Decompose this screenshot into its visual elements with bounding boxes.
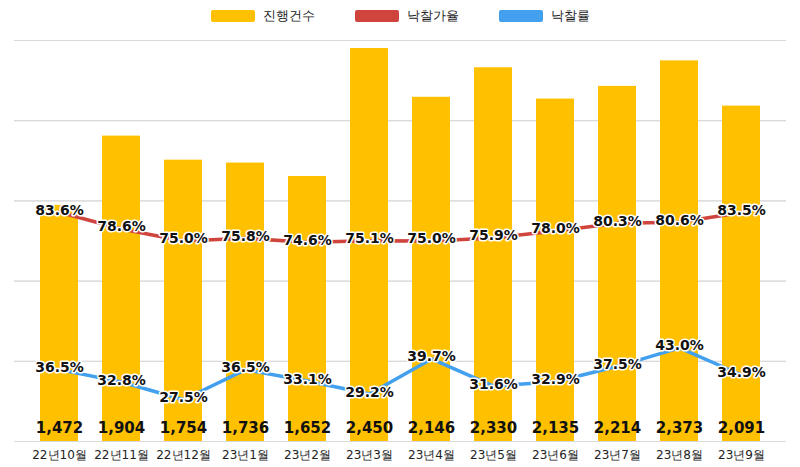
svg-text:75.8%: 75.8% (221, 228, 270, 244)
svg-text:75.0%: 75.0% (159, 230, 208, 246)
html-text:낙찰률: 낙찰률 (550, 8, 590, 23)
svg-text:1,754: 1,754 (160, 419, 207, 437)
svg-text:23년3월: 23년3월 (346, 448, 393, 462)
svg-text:1,472: 1,472 (36, 419, 83, 437)
svg-text:31.6%: 31.6% (469, 376, 518, 392)
html-text:진행건수: 진행건수 (262, 8, 315, 23)
svg-text:23년4월: 23년4월 (408, 448, 455, 462)
svg-text:36.5%: 36.5% (35, 359, 84, 375)
svg-text:36.5%: 36.5% (221, 359, 270, 375)
html-text:낙찰가율: 낙찰가율 (406, 8, 459, 23)
svg-text:83.6%: 83.6% (35, 202, 84, 218)
svg-text:22년11월: 22년11월 (94, 448, 149, 462)
svg-text:23년1월: 23년1월 (222, 448, 269, 462)
svg-text:74.6%: 74.6% (283, 232, 332, 248)
svg-text:2,146: 2,146 (408, 419, 455, 437)
svg-text:22년10월: 22년10월 (32, 448, 87, 462)
svg-text:80.6%: 80.6% (655, 212, 704, 228)
svg-text:27.5%: 27.5% (159, 389, 208, 405)
svg-text:23년6월: 23년6월 (532, 448, 579, 462)
svg-text:78.0%: 78.0% (531, 220, 580, 236)
svg-text:23년5월: 23년5월 (470, 448, 517, 462)
svg-text:23년7월: 23년7월 (594, 448, 641, 462)
svg-text:78.6%: 78.6% (97, 218, 146, 234)
svg-text:75.1%: 75.1% (345, 230, 394, 246)
svg-text:2,330: 2,330 (470, 419, 517, 437)
svg-text:43.0%: 43.0% (655, 337, 704, 353)
svg-text:75.9%: 75.9% (469, 227, 518, 243)
svg-text:2,135: 2,135 (532, 419, 579, 437)
svg-text:2,214: 2,214 (594, 419, 641, 437)
svg-text:23년8월: 23년8월 (656, 448, 703, 462)
svg-text:39.7%: 39.7% (407, 348, 456, 364)
svg-text:32.8%: 32.8% (97, 371, 146, 387)
svg-text:83.5%: 83.5% (717, 202, 766, 218)
svg-text:34.9%: 34.9% (717, 364, 766, 380)
svg-text:29.2%: 29.2% (345, 384, 394, 400)
svg-text:1,736: 1,736 (222, 419, 269, 437)
svg-text:75.0%: 75.0% (407, 230, 456, 246)
svg-text:1,652: 1,652 (284, 419, 331, 437)
svg-text:2,373: 2,373 (656, 419, 703, 437)
svg-text:1,904: 1,904 (98, 419, 145, 437)
svg-text:37.5%: 37.5% (593, 356, 642, 372)
svg-text:2,091: 2,091 (718, 419, 765, 437)
svg-text:80.3%: 80.3% (593, 213, 642, 229)
svg-text:22년12월: 22년12월 (156, 448, 211, 462)
svg-text:33.1%: 33.1% (283, 370, 332, 386)
svg-text:23년2월: 23년2월 (284, 448, 331, 462)
svg-text:32.9%: 32.9% (531, 371, 580, 387)
svg-text:2,450: 2,450 (346, 419, 393, 437)
svg-text:23년9월: 23년9월 (718, 448, 765, 462)
